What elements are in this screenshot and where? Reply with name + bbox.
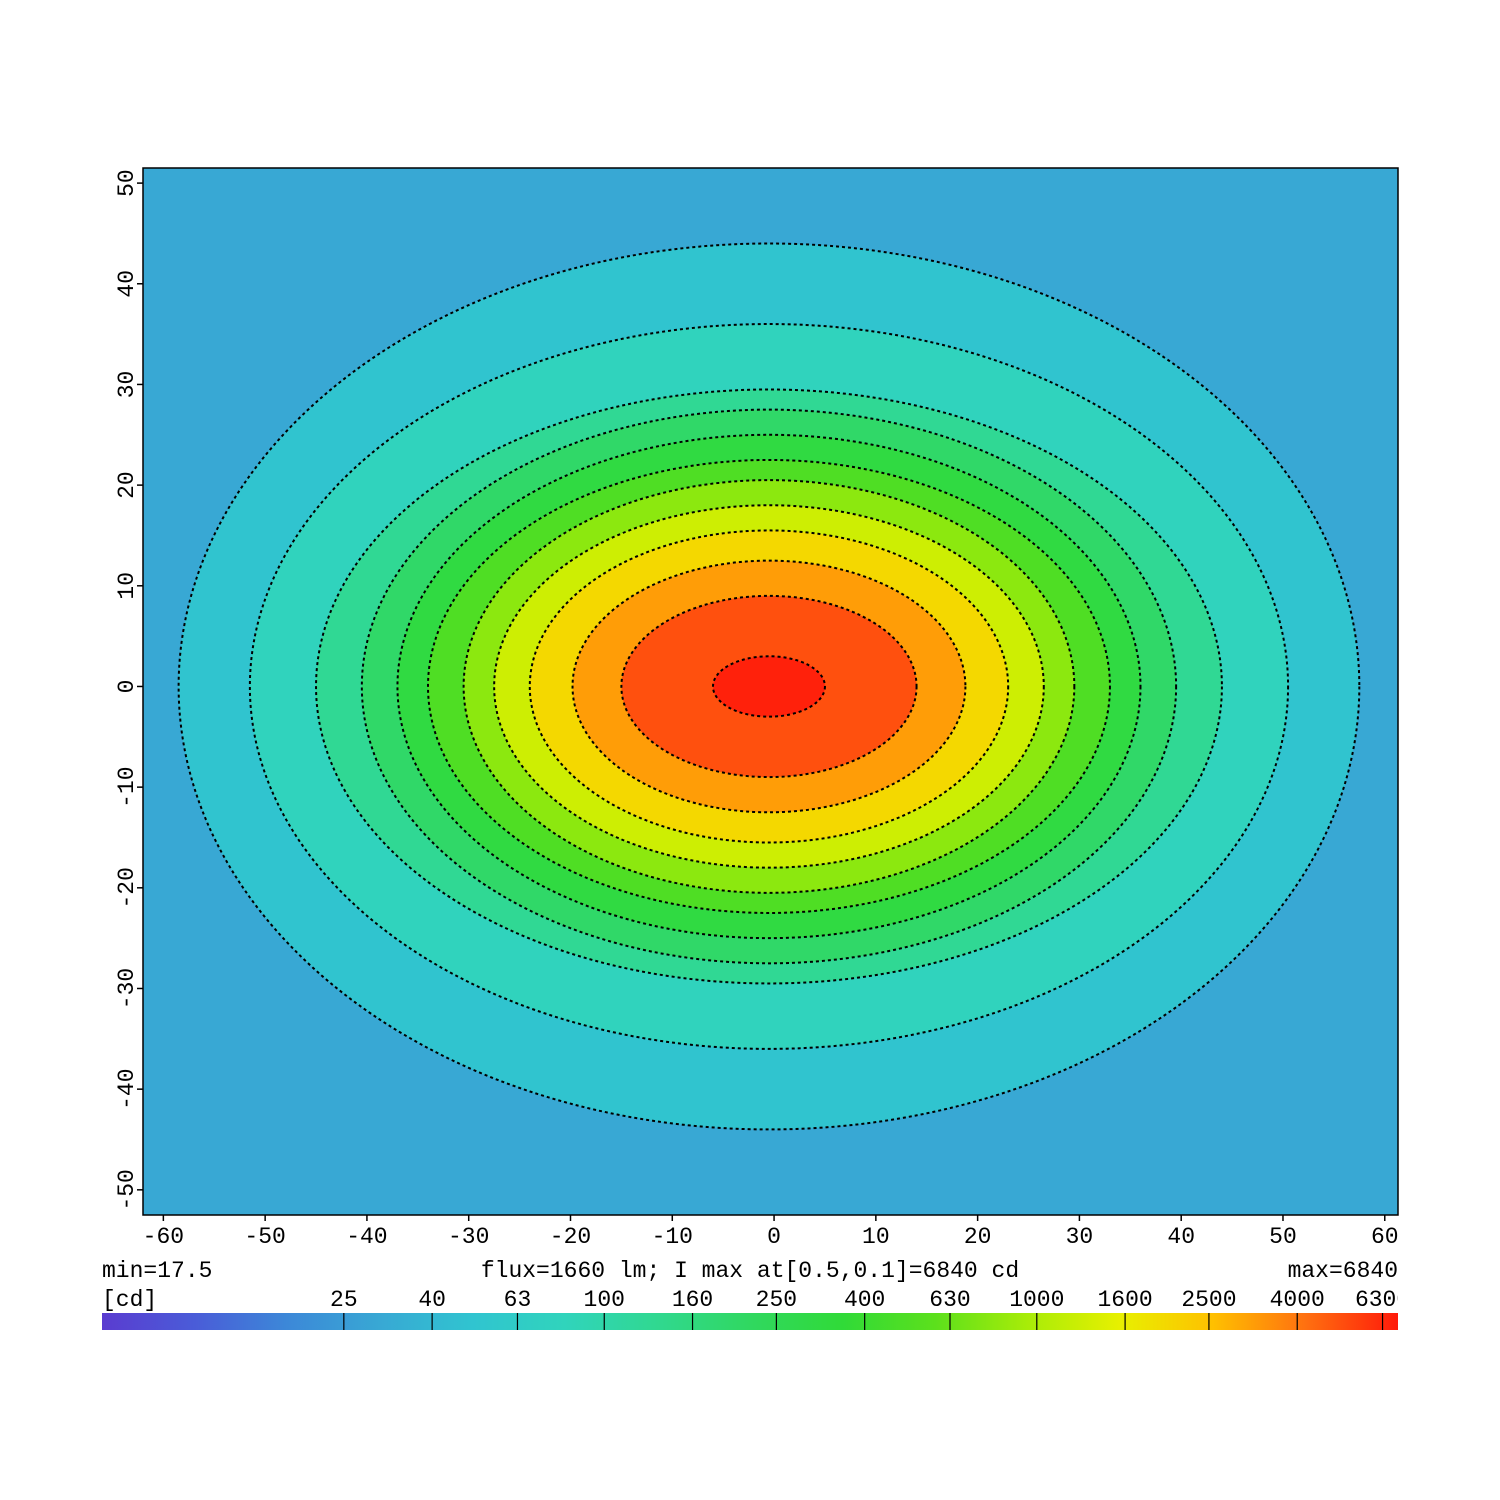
- x-tick-label: 10: [862, 1224, 890, 1250]
- colorbar-ticks: 25 40 63 100 160 250 400 630 1000 1600 2500 4000 630…: [330, 1287, 1410, 1330]
- y-tick-label: -20: [114, 867, 140, 908]
- y-tick-label: -10: [114, 766, 140, 807]
- colorbar-tick-label: 1000: [1009, 1287, 1064, 1313]
- y-tick-label: 30: [114, 371, 140, 399]
- colorbar-tick-label: 2500: [1181, 1287, 1236, 1313]
- y-tick-label: 40: [114, 270, 140, 298]
- y-tick-label: 20: [114, 471, 140, 499]
- y-tick-label: -40: [114, 1068, 140, 1109]
- x-tick-label: 60: [1371, 1224, 1399, 1250]
- max-label: max=6840: [1288, 1258, 1398, 1284]
- x-tick-label: 30: [1066, 1224, 1094, 1250]
- x-tick-label: -20: [550, 1224, 591, 1250]
- x-tick-label: -10: [652, 1224, 693, 1250]
- x-tick-label: -50: [244, 1224, 285, 1250]
- unit-label: [cd]: [102, 1287, 157, 1313]
- x-tick-label: -30: [448, 1224, 489, 1250]
- colorbar-tick-label: 630: [929, 1287, 970, 1313]
- plot-frame: [142, 167, 1399, 1216]
- colorbar-tick-label: 100: [584, 1287, 625, 1313]
- colorbar-tick-label: 4000: [1270, 1287, 1325, 1313]
- x-tick-label: 20: [964, 1224, 992, 1250]
- colorbar-tick-label: 250: [756, 1287, 797, 1313]
- colorbar-tick-label: 6300: [1355, 1287, 1410, 1313]
- x-tick-label: 50: [1269, 1224, 1297, 1250]
- y-tick-label: 10: [114, 572, 140, 600]
- colorbar-tick-label: 400: [844, 1287, 885, 1313]
- x-tick-label: 0: [767, 1224, 781, 1250]
- colorbar-tick-label: 40: [418, 1287, 446, 1313]
- info-label: flux=1660 lm; I max at[0.5,0.1]=6840 cd: [481, 1258, 1019, 1284]
- colorbar-tick-label: 25: [330, 1287, 358, 1313]
- colorbar: [102, 1313, 1398, 1330]
- colorbar-tick-label: 1600: [1097, 1287, 1152, 1313]
- x-tick-label: 40: [1167, 1224, 1195, 1250]
- min-label: min=17.5: [102, 1258, 212, 1284]
- y-tick-label: -50: [114, 1169, 140, 1210]
- colorbar-tick-label: 160: [672, 1287, 713, 1313]
- contour-band: [711, 655, 826, 718]
- y-tick-label: 50: [114, 169, 140, 197]
- x-tick-label: -40: [346, 1224, 387, 1250]
- y-tick-label: -30: [114, 968, 140, 1009]
- colorbar-tick-label: 63: [504, 1287, 532, 1313]
- x-tick-label: -60: [143, 1224, 184, 1250]
- heatmap: [143, 168, 1398, 1215]
- y-tick-label: 0: [114, 680, 140, 694]
